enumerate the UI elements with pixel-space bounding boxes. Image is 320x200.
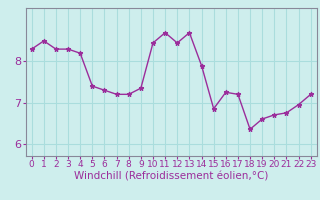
X-axis label: Windchill (Refroidissement éolien,°C): Windchill (Refroidissement éolien,°C)	[74, 172, 268, 182]
